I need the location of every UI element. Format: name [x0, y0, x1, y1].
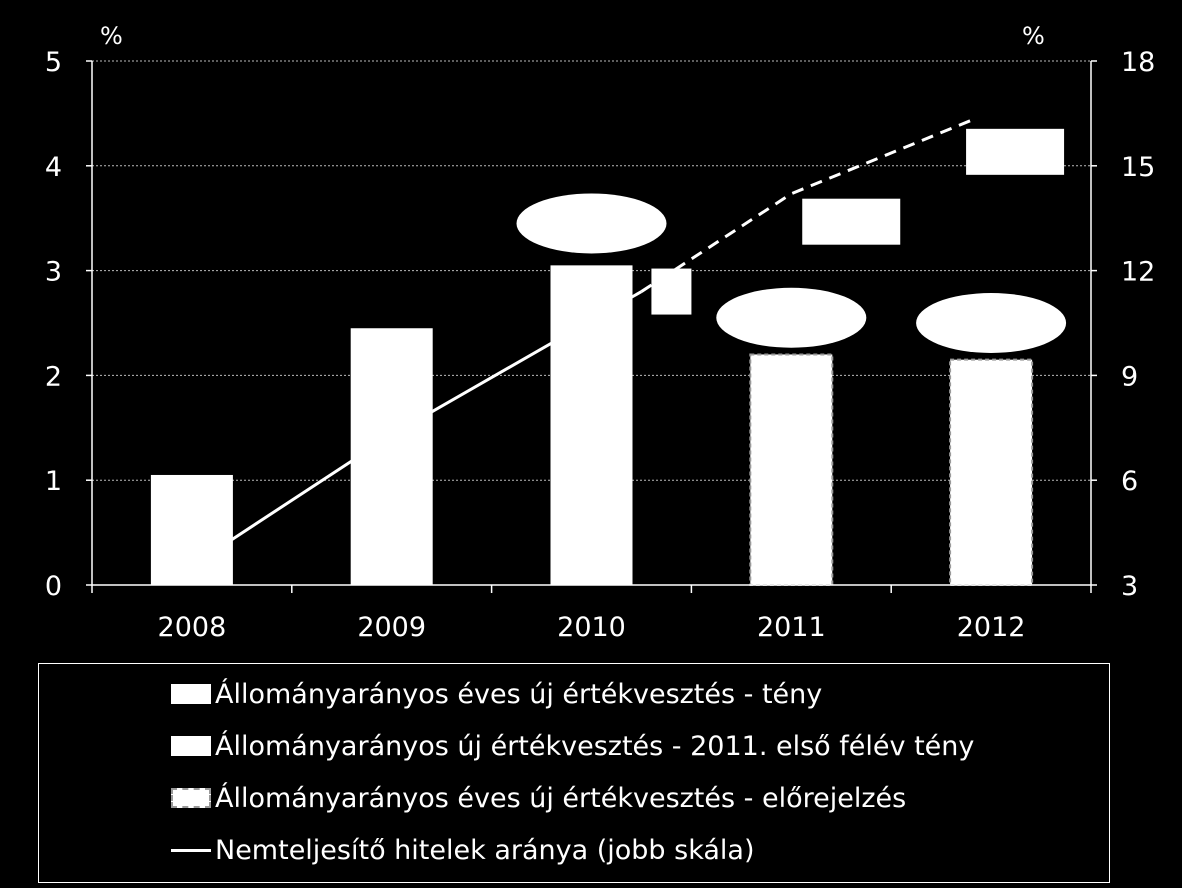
legend-label-actual: Állományarányos éves új értékvesztés - t…: [215, 678, 823, 710]
bars: [150, 265, 1034, 586]
legend: Állományarányos éves új értékvesztés - t…: [38, 663, 1110, 883]
legend-swatch-actual: [171, 684, 211, 704]
right-tick-label: 9: [1121, 361, 1138, 392]
legend-swatch-npl: [171, 848, 211, 852]
legend-label-npl: Nemteljesítő hitelek aránya (jobb skála): [215, 834, 755, 866]
x-tick-label: 2010: [557, 612, 626, 643]
legend-item-half-year: Állományarányos új értékvesztés - 2011. …: [171, 726, 974, 766]
bar-2009: [350, 328, 433, 585]
x-tick-label: 2011: [757, 612, 826, 643]
npl-line-actual: [231, 290, 643, 541]
line-label-callout: [651, 268, 692, 315]
right-tick-label: 6: [1121, 466, 1138, 497]
legend-swatch-forecast: [171, 788, 211, 808]
left-tick-label: 1: [45, 466, 62, 497]
legend-item-npl: Nemteljesítő hitelek aránya (jobb skála): [171, 830, 755, 870]
left-axis-unit: %: [100, 22, 123, 50]
x-tick-label: 2012: [957, 612, 1026, 643]
bar-2011: [749, 353, 834, 586]
bar-label-callout: [716, 287, 867, 348]
npl-ratio-line: [231, 118, 972, 541]
legend-swatch-half-year: [171, 736, 211, 756]
line-label-callout: [966, 128, 1065, 175]
right-tick-label: 15: [1121, 152, 1155, 183]
bar-label-callout: [516, 193, 667, 254]
bar-2010: [550, 265, 633, 585]
right-tick-label: 12: [1121, 257, 1155, 288]
x-tick-label: 2008: [158, 612, 227, 643]
left-tick-label: 0: [45, 571, 62, 602]
label-callouts: [516, 128, 1067, 353]
legend-item-forecast: Állományarányos éves új értékvesztés - e…: [171, 778, 906, 818]
grid-lines: [92, 60, 1091, 481]
npl-line-forecast: [640, 118, 972, 293]
left-tick-label: 3: [45, 257, 62, 288]
left-tick-label: 4: [45, 152, 62, 183]
legend-label-half-year: Állományarányos új értékvesztés - 2011. …: [215, 730, 975, 762]
legend-item-actual: Állományarányos éves új értékvesztés - t…: [171, 674, 822, 714]
line-label-callout: [802, 198, 901, 245]
right-tick-label: 3: [1121, 571, 1138, 602]
x-tick-label: 2009: [357, 612, 426, 643]
bar-2008: [150, 474, 233, 585]
bar-label-callout: [916, 293, 1067, 353]
left-tick-label: 5: [45, 47, 62, 78]
right-axis-unit: %: [1022, 22, 1045, 50]
legend-label-forecast: Állományarányos éves új értékvesztés - e…: [215, 782, 907, 814]
right-tick-label: 18: [1121, 47, 1155, 78]
axes: [86, 60, 1097, 593]
bar-2012: [949, 358, 1034, 586]
left-tick-label: 2: [45, 361, 62, 392]
